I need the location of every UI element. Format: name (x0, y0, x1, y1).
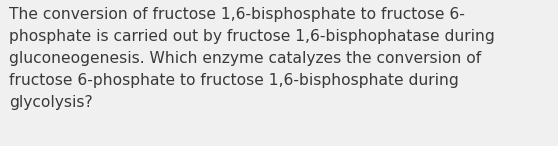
Text: The conversion of fructose 1,6-bisphosphate to fructose 6-
phosphate is carried : The conversion of fructose 1,6-bisphosph… (9, 7, 494, 110)
